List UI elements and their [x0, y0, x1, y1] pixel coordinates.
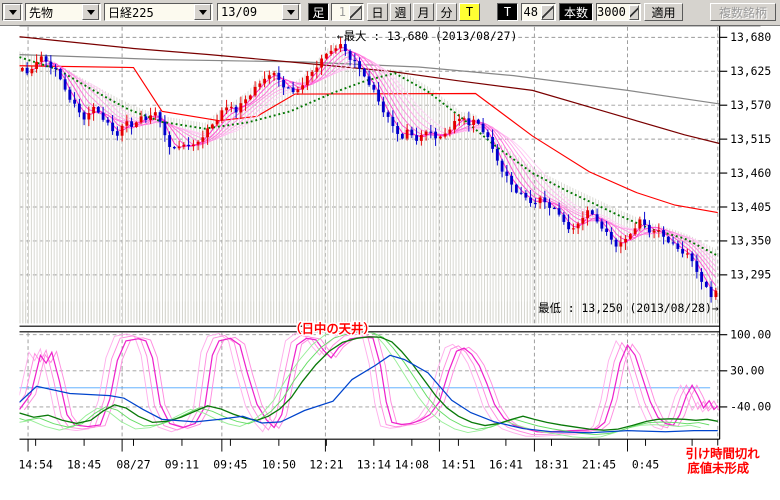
- period-week-button[interactable]: 週: [390, 3, 411, 21]
- spin-icon[interactable]: [628, 4, 639, 20]
- period-day-button[interactable]: 日: [367, 3, 388, 21]
- bar-interval-value: 1: [338, 5, 346, 19]
- price-axis-label: 13,295: [730, 268, 771, 282]
- chevron-down-icon[interactable]: [82, 4, 99, 20]
- time-axis-label: 0:45: [632, 458, 659, 472]
- green-osc-line: [19, 332, 701, 439]
- chevron-down-icon[interactable]: [282, 4, 299, 20]
- time-axis-label: 10:50: [262, 458, 296, 472]
- tick-mode-button-active[interactable]: T: [459, 3, 480, 21]
- long-term-ma-lines: [19, 36, 720, 214]
- tick-label: T: [497, 3, 518, 21]
- time-axis-label: 12:21: [309, 458, 343, 472]
- annotation-intraday-ceiling: （日中の天井）: [289, 321, 375, 336]
- price-axis-label: 13,350: [730, 234, 771, 248]
- time-axis-label: 18:31: [534, 458, 568, 472]
- time-axis-label: 14:51: [441, 458, 475, 472]
- annotation-min-price: 最低 : 13,250 (2013/08/28)→: [538, 301, 719, 315]
- spin-icon[interactable]: [349, 4, 362, 20]
- ribbon-line: [50, 51, 717, 278]
- contract-month-select[interactable]: 13/09: [217, 3, 301, 21]
- tick-minutes-value: 48: [523, 5, 538, 19]
- chevron-down-icon[interactable]: [194, 4, 211, 20]
- annotation-max-price: ←最大 : 13,680 (2013/08/27): [337, 29, 518, 43]
- price-axis-label: 13,460: [730, 166, 771, 180]
- gray-ma-line: [19, 54, 720, 105]
- time-axis-label: 09:11: [165, 458, 199, 472]
- spin-icon[interactable]: [541, 4, 554, 20]
- magenta-osc-line: [23, 335, 720, 434]
- maroon-ma-line: [19, 36, 720, 145]
- contract-month-value: 13/09: [221, 5, 258, 19]
- time-axis-label: 13:14: [357, 458, 391, 472]
- multi-symbol-button[interactable]: 複数銘柄: [710, 3, 776, 21]
- blue-osc-line: [19, 354, 718, 434]
- time-axis-label: 09:45: [213, 458, 247, 472]
- instrument-name-value: 日経225: [108, 5, 154, 20]
- ribbon-line: [88, 63, 717, 258]
- bars-count-value: 3000: [597, 5, 626, 19]
- osc-axis-label: -40.00: [730, 400, 771, 414]
- green-osc-line: [19, 336, 718, 431]
- osc-axis-label: 30.00: [730, 364, 764, 378]
- bar-type-label: 足: [308, 3, 329, 21]
- price-axis-label: 13,570: [730, 98, 771, 112]
- time-axis-label: 14:54: [19, 458, 53, 472]
- osc-axis-label: 100.00: [730, 328, 771, 342]
- instrument-name-select[interactable]: 日経225: [104, 3, 213, 21]
- oscillator-lines: [19, 332, 720, 439]
- apply-button[interactable]: 適用: [644, 3, 683, 21]
- annotation-close-timeout: 引け時間切れ: [685, 446, 760, 461]
- instrument-type-value: 先物: [29, 5, 54, 20]
- annotation-bottom-not-formed: 底値未形成: [687, 460, 749, 475]
- price-axis-label: 13,625: [730, 64, 771, 78]
- chevron-down-icon[interactable]: [4, 4, 21, 20]
- red-ma-line: [19, 65, 718, 214]
- bar-interval-spinner[interactable]: 1: [331, 3, 364, 21]
- time-axis-label: 16:41: [489, 458, 523, 472]
- toolbar: 先物 日経225 13/09 足 1 日 週 月 分 T T 48 本数 300…: [0, 0, 780, 26]
- price-axis-label: 13,680: [730, 30, 771, 44]
- ribbon-line: [79, 60, 717, 262]
- bars-count-spinner[interactable]: 3000: [596, 3, 641, 21]
- chart-area[interactable]: 13,680 13,625 13,570 13,515 13,460 13,405 13,3…: [0, 25, 780, 500]
- time-axis-label: 21:45: [582, 458, 616, 472]
- period-month-button[interactable]: 月: [413, 3, 434, 21]
- time-axis-label: 18:45: [67, 458, 101, 472]
- mini-symbol-dropdown[interactable]: [2, 3, 23, 21]
- time-axis-label: 08/27: [116, 458, 150, 472]
- price-axis-label: 13,405: [730, 200, 771, 214]
- hatch-background: [19, 42, 720, 324]
- candlesticks: [20, 37, 718, 303]
- bars-count-label: 本数: [559, 3, 593, 21]
- time-axis-label: 14:08: [395, 458, 429, 472]
- magenta-osc-line: [19, 336, 719, 433]
- green-osc-line: [19, 332, 710, 436]
- axes: 13,680 13,625 13,570 13,515 13,460 13,405 13,3…: [19, 25, 771, 472]
- period-minute-button[interactable]: 分: [436, 3, 457, 21]
- price-axis-label: 13,515: [730, 132, 771, 146]
- instrument-type-select[interactable]: 先物: [25, 3, 101, 21]
- tick-minutes-spinner[interactable]: 48: [521, 3, 556, 21]
